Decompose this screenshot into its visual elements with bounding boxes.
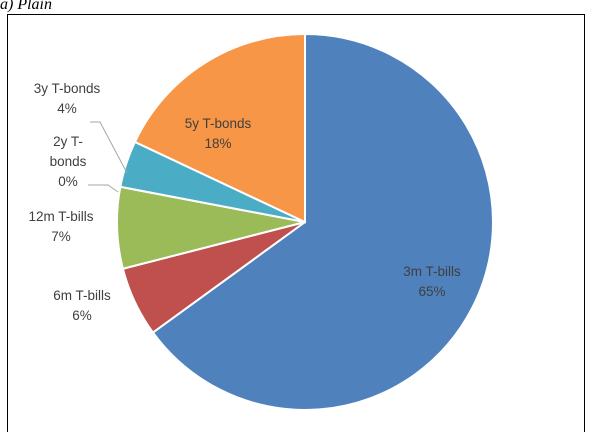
data-label-3y-t-bonds: 3y T-bonds 4% <box>34 81 101 116</box>
data-label-5y-t-bonds: 5y T-bonds 18% <box>185 116 252 151</box>
data-label-3m-t-bills: 3m T-bills 65% <box>403 264 461 299</box>
percent-label: 7% <box>51 229 71 244</box>
percent-label: 18% <box>204 136 231 151</box>
data-label-6m-t-bills: 6m T-bills 6% <box>53 288 111 323</box>
percent-label: 6% <box>72 308 92 323</box>
category-label: bonds <box>50 154 87 169</box>
category-label: 3m T-bills <box>403 264 461 279</box>
leader-line-3y-t-bonds <box>90 121 128 174</box>
pie-slice-3m-t-bills <box>151 32 494 411</box>
chart-frame <box>7 14 585 432</box>
percent-label: 65% <box>418 284 445 299</box>
data-label-12m-t-bills: 12m T-bills 7% <box>28 209 93 244</box>
category-label: 5y T-bonds <box>185 116 252 131</box>
data-label-2y-t-bonds: 2y T-bonds 0% <box>50 134 87 189</box>
percent-label: 0% <box>58 174 78 189</box>
leader-line-2y-t-bonds <box>88 184 119 193</box>
figure-caption-fragment: a) Plain <box>0 0 52 13</box>
category-label: 3y T-bonds <box>34 81 101 96</box>
category-label: 6m T-bills <box>53 288 111 303</box>
pie-slice-5y-t-bonds <box>133 32 306 224</box>
percent-label: 4% <box>57 101 77 116</box>
category-label: 2y T- <box>53 134 83 149</box>
category-label: 12m T-bills <box>28 209 93 224</box>
